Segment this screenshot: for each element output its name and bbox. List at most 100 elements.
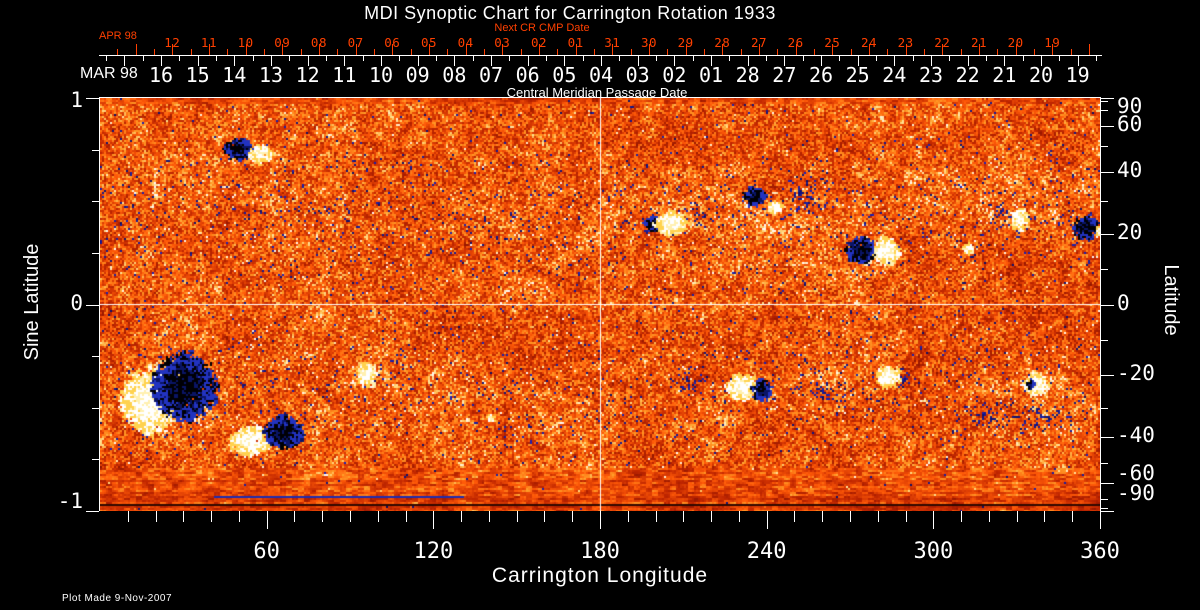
date-label-top: 08 bbox=[310, 35, 327, 50]
date-tick-bottom bbox=[1004, 56, 1006, 66]
date-label-bottom: 01 bbox=[698, 63, 724, 87]
right-axis-tick-minor bbox=[1101, 101, 1108, 102]
bottom-axis-tick bbox=[211, 511, 212, 522]
date-label-bottom: 07 bbox=[478, 63, 504, 87]
date-label-top: 22 bbox=[934, 35, 951, 50]
date-label-bottom: 05 bbox=[552, 63, 577, 87]
bottom-axis-tick bbox=[128, 511, 129, 522]
date-tick-bottom-minor bbox=[216, 56, 217, 61]
bottom-axis-tick bbox=[878, 511, 879, 522]
right-axis-tick-minor bbox=[1101, 499, 1108, 500]
date-label-top: 31 bbox=[604, 35, 621, 50]
date-tick-top bbox=[428, 44, 430, 55]
date-tick-top bbox=[172, 44, 174, 55]
date-tick-top-minor bbox=[1033, 49, 1035, 55]
date-tick-top bbox=[795, 44, 797, 55]
bottom-axis-tick bbox=[489, 511, 490, 522]
left-axis-tick-label: 1 bbox=[70, 88, 83, 112]
date-tick-bottom-minor bbox=[472, 56, 474, 61]
left-axis-tick bbox=[86, 98, 99, 99]
date-tick-bottom bbox=[1041, 56, 1042, 66]
left-axis-tick-label: 0 bbox=[70, 291, 83, 315]
date-tick-bottom bbox=[784, 56, 786, 66]
bottom-axis-tick-label: 60 bbox=[253, 539, 280, 564]
date-label-bottom: 22 bbox=[955, 63, 980, 87]
right-axis-tick bbox=[1101, 437, 1114, 438]
date-tick-top-minor bbox=[410, 49, 412, 55]
date-tick-top bbox=[208, 44, 210, 55]
date-tick-top bbox=[465, 44, 467, 55]
date-tick-top bbox=[502, 44, 504, 55]
bottom-axis-tick bbox=[572, 511, 573, 522]
bottom-axis-tick bbox=[1100, 511, 1101, 529]
date-label-top: 01 bbox=[567, 35, 584, 50]
date-tick-top-minor bbox=[630, 49, 632, 55]
date-tick-top-minor bbox=[850, 49, 852, 55]
date-label-top: 11 bbox=[200, 35, 217, 50]
date-tick-bottom bbox=[564, 56, 566, 66]
date-label-top: 07 bbox=[347, 35, 364, 50]
date-tick-top-minor bbox=[703, 49, 705, 55]
date-tick-top-minor bbox=[667, 49, 669, 55]
bottom-axis-tick bbox=[322, 511, 323, 522]
date-tick-bottom-minor bbox=[326, 56, 327, 61]
right-axis-tick-label: 40 bbox=[1117, 158, 1143, 182]
date-label-top: 19 bbox=[1044, 35, 1061, 50]
right-axis-tick-minor bbox=[1101, 269, 1108, 270]
date-tick-top-minor bbox=[300, 49, 302, 55]
date-tick-top bbox=[282, 44, 284, 55]
date-tick-bottom bbox=[344, 56, 346, 66]
right-axis-tick bbox=[1101, 234, 1114, 235]
date-tick-top-minor bbox=[887, 49, 889, 55]
right-axis-tick-minor bbox=[1101, 340, 1108, 341]
date-tick-bottom bbox=[601, 56, 602, 66]
date-label-bottom: 27 bbox=[772, 63, 797, 87]
bottom-axis-tick bbox=[156, 511, 157, 522]
date-tick-bottom bbox=[491, 56, 492, 66]
date-tick-top-minor bbox=[337, 49, 339, 55]
date-tick-bottom bbox=[967, 56, 969, 66]
date-tick-top-minor bbox=[960, 49, 962, 55]
bottom-axis-title: Carrington Longitude bbox=[491, 564, 709, 587]
date-tick-top-minor bbox=[373, 49, 375, 55]
date-label-bottom: 06 bbox=[515, 63, 540, 87]
right-axis-tick-label: 90 bbox=[1117, 94, 1143, 118]
date-tick-top bbox=[1015, 44, 1017, 55]
bottom-axis-tick bbox=[544, 511, 545, 522]
date-tick-top bbox=[942, 44, 944, 55]
date-tick-top bbox=[538, 44, 540, 55]
bottom-axis-tick bbox=[1044, 511, 1045, 522]
next-cr-cmp-date-label: Next CR CMP Date bbox=[494, 22, 590, 34]
date-tick-bottom-minor bbox=[142, 56, 144, 61]
date-tick-bottom-minor bbox=[509, 56, 511, 61]
date-label-bottom: 08 bbox=[442, 63, 467, 87]
date-tick-top-minor bbox=[153, 49, 155, 55]
bottom-axis-tick bbox=[794, 511, 795, 522]
bottom-axis-tick bbox=[406, 511, 407, 522]
bottom-axis-tick bbox=[961, 511, 962, 522]
bottom-axis-tick bbox=[239, 511, 240, 522]
date-tick-bottom-minor bbox=[105, 56, 107, 61]
date-tick-top bbox=[135, 44, 137, 55]
bottom-axis-tick bbox=[1017, 511, 1018, 522]
date-label-top: 27 bbox=[750, 35, 767, 50]
date-tick-top bbox=[648, 44, 650, 55]
date-tick-top-minor bbox=[557, 49, 559, 55]
date-label-top: 20 bbox=[1007, 35, 1024, 50]
right-axis-tick-minor bbox=[1101, 201, 1108, 202]
right-axis-tick bbox=[1101, 98, 1114, 99]
right-axis-tick-minor bbox=[1101, 408, 1108, 409]
date-label-bottom: 12 bbox=[295, 63, 320, 87]
date-tick-top-minor bbox=[777, 49, 779, 55]
right-axis-tick-label: -20 bbox=[1117, 361, 1155, 385]
bottom-axis-tick bbox=[739, 511, 740, 522]
date-tick-top bbox=[905, 44, 907, 55]
date-label-top: 26 bbox=[787, 35, 804, 50]
date-tick-bottom-minor bbox=[546, 56, 547, 61]
right-axis-tick-label: -60 bbox=[1117, 461, 1155, 485]
date-label-top: 09 bbox=[274, 35, 291, 50]
right-axis-tick-minor bbox=[1101, 110, 1108, 111]
date-tick-bottom-minor bbox=[1022, 56, 1024, 61]
date-label-top: 05 bbox=[420, 35, 437, 50]
